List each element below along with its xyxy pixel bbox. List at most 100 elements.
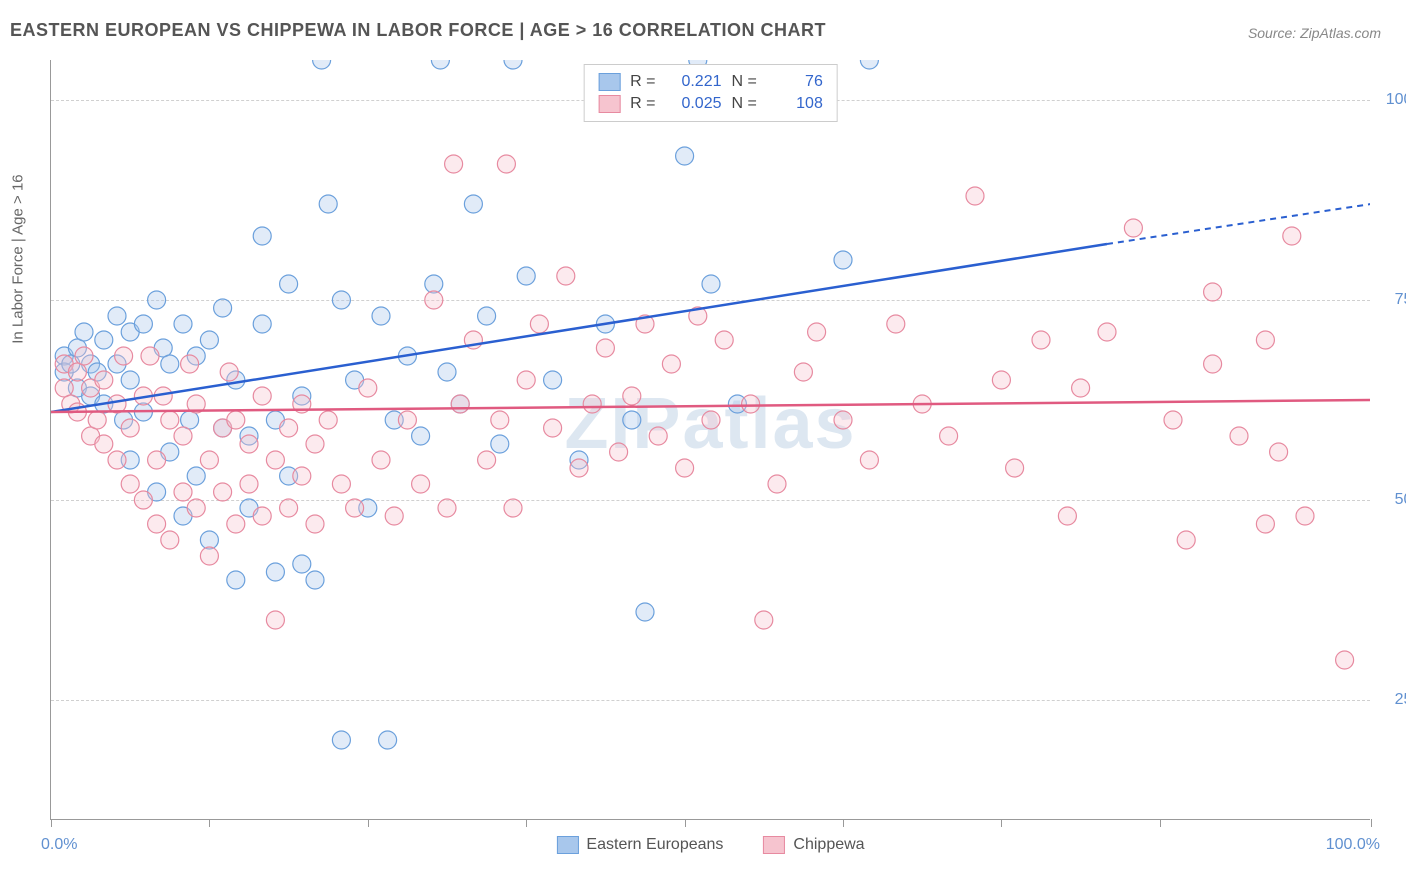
data-point: [478, 451, 496, 469]
data-point: [623, 387, 641, 405]
data-point: [227, 571, 245, 589]
data-point: [280, 499, 298, 517]
data-point: [359, 379, 377, 397]
data-point: [445, 155, 463, 173]
legend-r-value: 0.221: [666, 73, 722, 91]
y-axis-title: In Labor Force | Age > 16: [10, 174, 27, 343]
data-point: [504, 499, 522, 517]
data-point: [412, 427, 430, 445]
data-point: [794, 363, 812, 381]
data-point: [214, 299, 232, 317]
data-point: [966, 187, 984, 205]
data-point: [266, 563, 284, 581]
data-point: [68, 363, 86, 381]
data-point: [121, 419, 139, 437]
data-point: [504, 60, 522, 69]
data-point: [530, 315, 548, 333]
data-point: [181, 411, 199, 429]
data-point: [220, 363, 238, 381]
data-point: [200, 531, 218, 549]
y-tick-label: 100.0%: [1386, 91, 1406, 109]
data-point: [75, 323, 93, 341]
data-point: [1256, 515, 1274, 533]
data-point: [240, 475, 258, 493]
data-point: [1270, 443, 1288, 461]
data-point: [161, 355, 179, 373]
data-point: [280, 275, 298, 293]
legend-item: Eastern Europeans: [556, 836, 723, 854]
data-point: [1336, 651, 1354, 669]
data-point: [676, 459, 694, 477]
data-point: [95, 435, 113, 453]
data-point: [425, 275, 443, 293]
legend-n-label: N =: [732, 95, 757, 113]
data-point: [306, 571, 324, 589]
data-point: [1177, 531, 1195, 549]
data-point: [95, 331, 113, 349]
data-point: [1204, 283, 1222, 301]
data-point: [860, 451, 878, 469]
data-point: [253, 227, 271, 245]
data-point: [517, 267, 535, 285]
data-point: [544, 419, 562, 437]
legend-swatch-blue: [598, 73, 620, 91]
legend-n-value: 108: [767, 95, 823, 113]
data-point: [491, 411, 509, 429]
data-point: [596, 339, 614, 357]
data-point: [134, 491, 152, 509]
data-point: [332, 731, 350, 749]
data-point: [148, 291, 166, 309]
x-tick: [51, 819, 52, 827]
legend-n-value: 76: [767, 73, 823, 91]
legend-r-value: 0.025: [666, 95, 722, 113]
data-point: [148, 451, 166, 469]
data-point: [887, 315, 905, 333]
data-point: [398, 411, 416, 429]
data-point: [214, 483, 232, 501]
data-point: [570, 459, 588, 477]
x-tick: [685, 819, 686, 827]
data-point: [332, 291, 350, 309]
data-point: [134, 315, 152, 333]
data-point: [860, 60, 878, 69]
data-point: [88, 411, 106, 429]
chart-container: EASTERN EUROPEAN VS CHIPPEWA IN LABOR FO…: [0, 0, 1406, 892]
data-point: [319, 195, 337, 213]
data-point: [108, 307, 126, 325]
data-point: [768, 475, 786, 493]
data-point: [95, 371, 113, 389]
data-point: [200, 451, 218, 469]
data-point: [412, 475, 430, 493]
data-point: [181, 355, 199, 373]
legend-r-label: R =: [630, 73, 655, 91]
data-point: [1164, 411, 1182, 429]
legend-label: Eastern Europeans: [586, 836, 723, 854]
data-point: [346, 499, 364, 517]
data-point: [240, 435, 258, 453]
data-point: [610, 443, 628, 461]
data-point: [583, 395, 601, 413]
data-point: [293, 555, 311, 573]
data-point: [55, 379, 73, 397]
data-point: [431, 60, 449, 69]
data-point: [636, 603, 654, 621]
data-point: [227, 515, 245, 533]
data-point: [1283, 227, 1301, 245]
legend-row: R = 0.025 N = 108: [598, 93, 823, 115]
data-point: [141, 347, 159, 365]
x-tick: [368, 819, 369, 827]
data-point: [438, 499, 456, 517]
trend-line-extrapolated: [1107, 204, 1370, 244]
data-point: [148, 515, 166, 533]
data-point: [1230, 427, 1248, 445]
data-point: [544, 371, 562, 389]
data-point: [834, 251, 852, 269]
data-point: [253, 315, 271, 333]
data-point: [755, 611, 773, 629]
data-point: [834, 411, 852, 429]
data-point: [1032, 331, 1050, 349]
data-point: [121, 475, 139, 493]
legend-swatch-pink: [598, 95, 620, 113]
data-point: [1072, 379, 1090, 397]
data-point: [1124, 219, 1142, 237]
